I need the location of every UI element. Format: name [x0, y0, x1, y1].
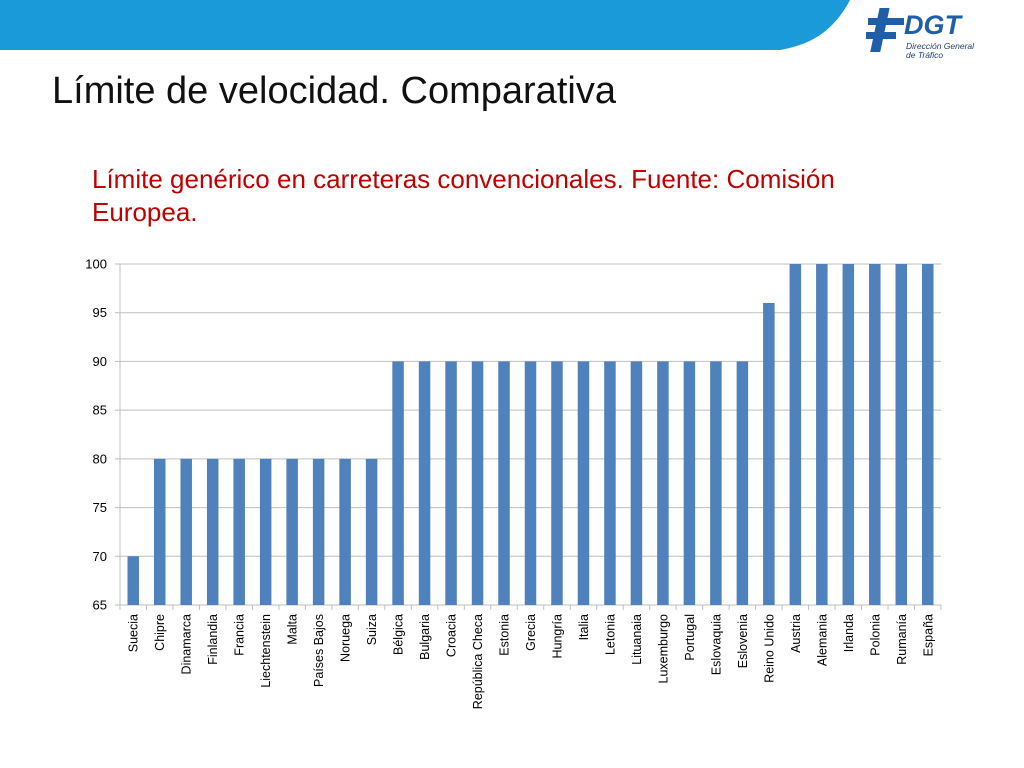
- chart-source-subtitle: Límite genérico en carreteras convencion…: [92, 164, 835, 227]
- x-tick-label: Reino Unido: [762, 614, 776, 683]
- bar-chipre: [153, 458, 166, 605]
- bar-grecia: [524, 361, 537, 605]
- dgt-logo: DGT Dirección General de Tráfico: [866, 6, 996, 66]
- bar-francia: [233, 458, 245, 605]
- page-title: Límite de velocidad. Comparativa: [52, 70, 616, 112]
- bar-irlanda: [842, 264, 855, 605]
- bar-países-bajos: [312, 458, 325, 605]
- x-tick-label: Croacia: [445, 614, 459, 657]
- bar-reino-unido: [763, 302, 775, 605]
- x-tick-label: República Checa: [471, 614, 485, 709]
- x-tick-label: Irlanda: [842, 614, 856, 652]
- x-tick-label: Alemania: [815, 614, 829, 666]
- bar-portugal: [683, 361, 696, 605]
- x-tick-label: Francia: [233, 614, 247, 656]
- bar-suiza: [365, 458, 378, 605]
- x-tick-label: Polonia: [868, 614, 882, 656]
- bar-bélgica: [392, 361, 404, 605]
- y-tick-label: 95: [93, 305, 107, 320]
- bar-italia: [577, 361, 590, 605]
- bar-croacia: [445, 361, 457, 605]
- bar-finlandia: [206, 458, 219, 605]
- y-tick-label: 85: [93, 403, 107, 418]
- y-tick-label: 80: [93, 451, 107, 466]
- x-tick-label: Bulgaria: [418, 614, 432, 660]
- x-tick-label: Malta: [286, 614, 300, 645]
- x-tick-label: Luxemburgo: [656, 614, 670, 684]
- y-tick-label: 90: [93, 354, 107, 369]
- x-tick-label: Finlandia: [206, 614, 220, 665]
- dgt-logo-icon: [866, 8, 904, 52]
- x-tick-label: Chipre: [153, 614, 167, 651]
- x-tick-label: Austria: [789, 614, 803, 653]
- x-tick-label: Suiza: [365, 614, 379, 645]
- bar-eslovenia: [736, 361, 749, 605]
- x-tick-label: Grecia: [524, 614, 538, 651]
- bar-eslovaquia: [710, 361, 722, 605]
- x-tick-label: Noruega: [339, 614, 353, 662]
- y-tick-label: 70: [93, 549, 107, 564]
- x-tick-label: Dinamarca: [180, 614, 194, 674]
- bar-polonia: [869, 264, 881, 605]
- bar-austria: [789, 264, 802, 605]
- x-tick-label: Lituanaia: [630, 614, 644, 665]
- y-tick-label: 100: [85, 257, 107, 272]
- bar-alemania: [816, 264, 828, 605]
- bar-república-checa: [471, 361, 484, 605]
- x-tick-label: Suecia: [127, 614, 141, 652]
- bar-lituanaia: [630, 361, 643, 605]
- x-tick-label: Liechtenstein: [259, 614, 273, 688]
- bar-hungría: [551, 361, 563, 605]
- x-tick-label: Eslovenia: [736, 614, 750, 668]
- x-tick-label: Italia: [577, 614, 591, 640]
- x-tick-label: Hungría: [550, 614, 564, 659]
- bar-liechtenstein: [259, 458, 272, 605]
- bar-rumanía: [895, 264, 908, 605]
- x-tick-label: Estonia: [498, 614, 512, 656]
- bar-luxemburgo: [657, 361, 669, 605]
- x-tick-label: Rumanía: [895, 614, 909, 665]
- bar-malta: [286, 458, 298, 605]
- y-tick-label: 65: [93, 598, 107, 613]
- bar-dinamarca: [180, 458, 192, 605]
- x-tick-label: Eslovaquia: [709, 614, 723, 675]
- logo-subtitle-text: Dirección General de Tráfico: [906, 41, 975, 60]
- y-tick-label: 75: [93, 500, 107, 515]
- x-tick-label: Letonia: [603, 614, 617, 655]
- bar-estonia: [498, 361, 510, 605]
- bar-españa: [922, 264, 934, 605]
- x-tick-label: España: [921, 614, 935, 656]
- x-tick-label: Bélgica: [392, 614, 406, 655]
- bar-bulgaria: [418, 361, 431, 605]
- banner-shape: [0, 0, 850, 50]
- bar-letonia: [604, 361, 616, 605]
- bar-noruega: [339, 458, 351, 605]
- top-banner: [0, 0, 850, 50]
- x-tick-label: Portugal: [683, 614, 697, 661]
- logo-brand-text: DGT: [904, 10, 961, 40]
- x-tick-label: Países Bajos: [312, 614, 326, 687]
- bar-suecia: [127, 556, 139, 605]
